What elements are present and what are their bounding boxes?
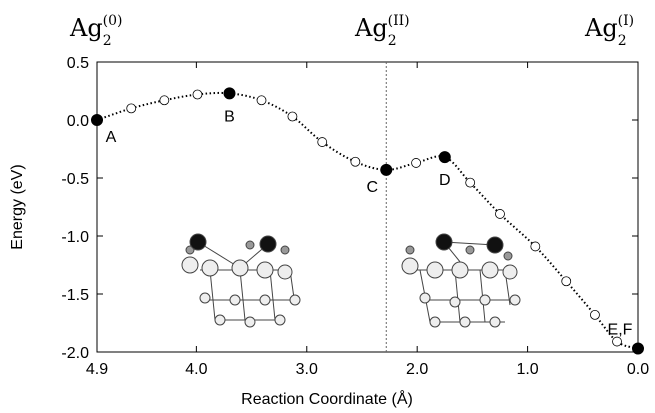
- state-label-sup: (0): [103, 13, 123, 29]
- x-tick-label: 4.0: [185, 361, 207, 378]
- image-point: [590, 310, 599, 319]
- stationary-point: [224, 88, 235, 99]
- state-label-base: Ag: [354, 14, 388, 42]
- image-point: [466, 178, 475, 187]
- x-tick-label: 2.0: [406, 361, 428, 378]
- image-point: [412, 158, 421, 167]
- energy-curve: [97, 93, 638, 349]
- point-label: B: [224, 108, 235, 125]
- x-tick-label: 0.0: [627, 361, 649, 378]
- molecule-left: [182, 234, 300, 327]
- y-tick-label: -2.0: [61, 345, 89, 362]
- image-point: [160, 96, 169, 105]
- state-label-base: Ag: [69, 14, 103, 42]
- point-label: C: [366, 179, 378, 196]
- x-tick-label: 1.0: [516, 361, 538, 378]
- y-tick-label: -1.0: [61, 229, 89, 246]
- y-tick-label: -0.5: [61, 171, 89, 188]
- image-point: [288, 112, 297, 121]
- state-label-sup: (I): [618, 13, 634, 29]
- y-axis-label: Energy (eV): [9, 164, 26, 249]
- image-point: [318, 138, 327, 147]
- y-tick-label: -1.5: [61, 287, 89, 304]
- image-point: [193, 90, 202, 99]
- point-label: E,F: [608, 322, 633, 339]
- state-label-sub: 2: [103, 33, 112, 49]
- y-tick-label: 0.0: [67, 113, 89, 130]
- state-label-sup: (II): [388, 13, 410, 29]
- stationary-point: [633, 343, 644, 354]
- y-tick-label: 0.5: [67, 55, 89, 72]
- image-point: [257, 96, 266, 105]
- image-point: [495, 209, 504, 218]
- state-label: Ag2 (0): [69, 13, 122, 49]
- stationary-point: [439, 152, 450, 163]
- x-tick-label: 4.9: [86, 361, 108, 378]
- image-point: [531, 242, 540, 251]
- point-label: D: [439, 172, 451, 189]
- image-point: [351, 157, 360, 166]
- plot-frame: [97, 62, 638, 352]
- x-tick-label: 3.0: [296, 361, 318, 378]
- state-label-sub: 2: [388, 33, 397, 49]
- x-axis-label: Reaction Coordinate (Å): [241, 389, 413, 408]
- stationary-point: [381, 164, 392, 175]
- state-label-sub: 2: [618, 33, 627, 49]
- chart: Reaction Coordinate (Å) Energy (eV) 0.5 0…: [0, 0, 655, 413]
- point-label: A: [106, 129, 117, 146]
- image-point: [127, 104, 136, 113]
- state-label: Ag2 (II): [354, 13, 410, 49]
- state-label-base: Ag: [584, 14, 618, 42]
- stationary-point: [92, 115, 103, 126]
- state-label: Ag2 (I): [584, 13, 634, 49]
- molecule-right: [402, 234, 520, 327]
- image-point: [562, 277, 571, 286]
